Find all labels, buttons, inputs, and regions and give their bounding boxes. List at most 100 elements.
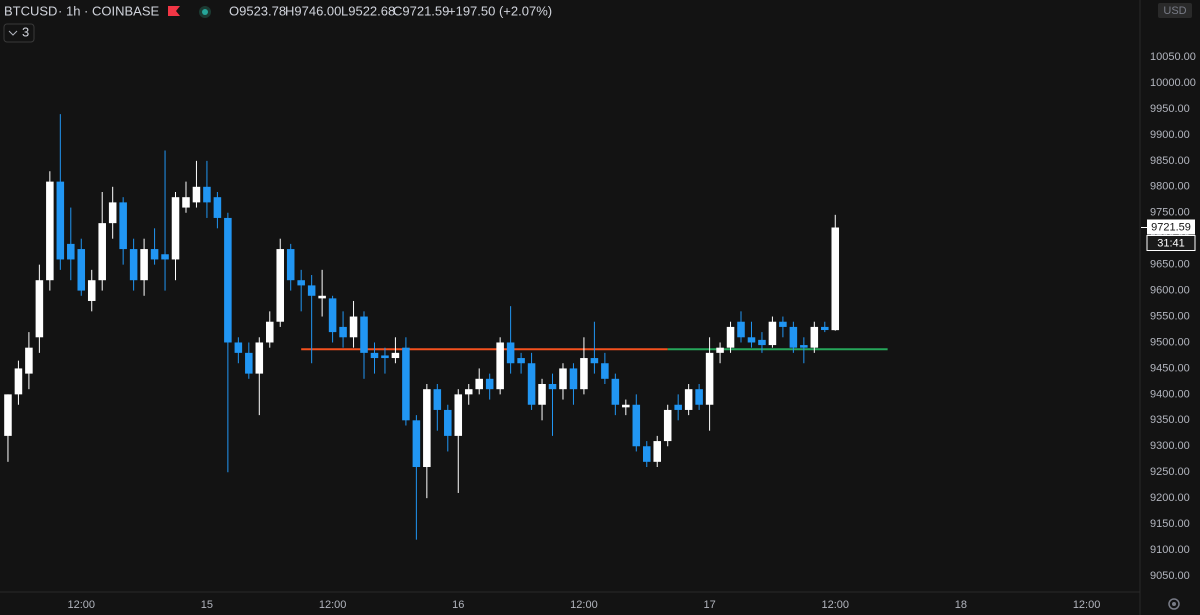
y-tick-label: 9500.00: [1150, 336, 1190, 348]
y-tick-label: 9450.00: [1150, 362, 1190, 374]
y-tick-label: 9950.00: [1150, 103, 1190, 115]
candle-body: [391, 352, 400, 359]
x-tick-label: 16: [452, 599, 464, 611]
candle-body: [433, 389, 442, 410]
candle-body: [265, 321, 274, 343]
candle-body: [810, 326, 819, 348]
candle-body: [485, 378, 494, 390]
y-tick-label: 9900.00: [1150, 129, 1190, 141]
ohlc-open: O9523.78: [229, 3, 286, 18]
candle-body: [286, 249, 295, 281]
candle-body: [192, 186, 201, 203]
candle-body: [758, 339, 766, 346]
candle-body: [611, 378, 620, 405]
y-tick-label: 9150.00: [1150, 518, 1190, 530]
candle-body: [768, 321, 777, 346]
indicator-toggle[interactable]: [3, 23, 35, 43]
candle-body: [307, 285, 316, 296]
currency-box[interactable]: [1158, 3, 1192, 18]
candle-body: [203, 186, 211, 203]
candle-body: [601, 363, 609, 379]
gear-center: [1172, 602, 1176, 606]
ohlc-high: H9746.00: [285, 3, 341, 18]
candle-body: [454, 394, 463, 436]
candle-body: [182, 197, 190, 208]
symbol: BTCUSD: [4, 3, 57, 18]
candle-body: [423, 389, 431, 468]
x-tick-label: 12:00: [67, 599, 95, 611]
candle-body: [234, 342, 243, 353]
candle-body: [245, 352, 253, 374]
candle-body: [108, 202, 117, 224]
candle-body: [213, 197, 222, 218]
candle-body: [412, 420, 421, 468]
candle-body: [150, 249, 159, 260]
candle-body: [821, 326, 829, 331]
header: BTCUSD · 1h · COINBASE O9523.78 H9746.00…: [3, 3, 552, 43]
candle-body: [402, 347, 410, 421]
exchange: COINBASE: [92, 3, 160, 18]
y-tick-label: 9050.00: [1150, 570, 1190, 582]
y-tick-label: 9200.00: [1150, 492, 1190, 504]
candle-body: [119, 202, 127, 250]
candle-body: [695, 389, 703, 405]
candle-body: [653, 441, 662, 462]
y-tick-label: 9850.00: [1150, 155, 1190, 167]
x-tick-label: 12:00: [1073, 599, 1101, 611]
candle-body: [46, 181, 54, 281]
candle-body: [622, 404, 630, 408]
candle-body: [25, 347, 33, 374]
candle-body: [632, 404, 641, 447]
candle-body: [684, 389, 693, 410]
candle-body: [4, 394, 12, 436]
x-tick-label: 12:00: [570, 599, 598, 611]
y-tick-label: 10050.00: [1150, 51, 1196, 63]
candle-body: [224, 217, 232, 343]
y-tick-label: 9750.00: [1150, 207, 1190, 219]
candle-body: [98, 223, 106, 281]
candle-body: [737, 321, 745, 338]
countdown: 31:41: [1157, 237, 1185, 249]
y-tick-label: 9400.00: [1150, 388, 1190, 400]
candle-body: [747, 337, 756, 343]
candle-body: [590, 358, 599, 364]
y-tick-label: 9550.00: [1150, 310, 1190, 322]
candle-body: [67, 243, 75, 260]
ohlc-close: C9721.59: [393, 3, 449, 18]
candle-body: [475, 378, 483, 390]
candle-body: [318, 295, 326, 299]
indicator-count: 3: [22, 24, 29, 39]
candle-body: [381, 355, 389, 359]
countdown-box: [1146, 234, 1196, 251]
y-tick-label: 9650.00: [1150, 259, 1190, 271]
candle-body: [705, 352, 714, 405]
candle-body: [444, 409, 452, 436]
x-tick-label: 12:00: [821, 599, 849, 611]
candle-body: [779, 321, 787, 327]
y-tick-label: 10000.00: [1150, 77, 1196, 89]
candle-body: [642, 446, 651, 462]
candle-body: [517, 358, 525, 364]
currency: USD: [1163, 5, 1186, 17]
candle-body: [548, 383, 557, 390]
candle-body: [831, 227, 840, 331]
candle-body: [663, 409, 672, 442]
candle-body: [789, 326, 798, 348]
last-price-label: 9721.59: [1151, 221, 1191, 233]
candle-body: [496, 342, 504, 390]
separator: ·: [58, 3, 62, 18]
status-dot: [202, 9, 208, 15]
x-tick-label: 12:00: [319, 599, 347, 611]
y-tick-label: 9300.00: [1150, 440, 1190, 452]
candle-body: [87, 280, 96, 301]
change: +197.50 (+2.07%): [448, 3, 552, 18]
candle-body: [569, 368, 578, 390]
candle-body: [77, 249, 86, 291]
candle-body: [716, 347, 724, 353]
y-tick-label: 9350.00: [1150, 414, 1190, 426]
flag-icon[interactable]: [168, 6, 180, 16]
chevron: [8, 30, 18, 36]
settings-icon[interactable]: [1168, 598, 1180, 610]
candle-body: [464, 389, 473, 395]
